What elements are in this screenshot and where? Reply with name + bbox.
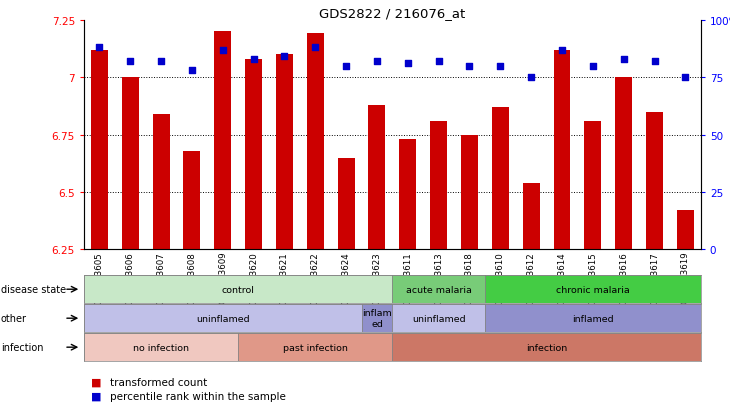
- Bar: [492, 108, 509, 250]
- Bar: [276, 55, 293, 250]
- Point: [494, 63, 506, 70]
- Bar: [122, 78, 139, 250]
- Point: [217, 47, 228, 54]
- Point: [618, 56, 629, 63]
- Text: uninflamed: uninflamed: [412, 314, 466, 323]
- Text: inflam
ed: inflam ed: [362, 309, 392, 328]
- Text: other: other: [1, 313, 27, 323]
- Point: [155, 59, 167, 65]
- Bar: [84, 275, 393, 304]
- Point: [402, 61, 414, 67]
- Bar: [84, 304, 361, 332]
- Point: [649, 59, 661, 65]
- Text: percentile rank within the sample: percentile rank within the sample: [110, 391, 285, 401]
- Bar: [461, 135, 478, 250]
- Bar: [523, 183, 539, 250]
- Point: [247, 56, 259, 63]
- Point: [371, 59, 383, 65]
- Bar: [430, 121, 447, 250]
- Bar: [183, 151, 200, 250]
- Text: ■: ■: [91, 377, 101, 387]
- Point: [433, 59, 445, 65]
- Bar: [585, 121, 602, 250]
- Point: [124, 59, 136, 65]
- Point: [93, 45, 105, 52]
- Text: ■: ■: [91, 391, 101, 401]
- Bar: [553, 50, 570, 250]
- Bar: [307, 34, 323, 250]
- Bar: [393, 304, 485, 332]
- Bar: [485, 275, 701, 304]
- Bar: [677, 211, 694, 250]
- Text: infection: infection: [526, 343, 567, 352]
- Bar: [615, 78, 632, 250]
- Bar: [153, 115, 169, 250]
- Point: [279, 54, 291, 61]
- Point: [186, 68, 198, 74]
- Point: [310, 45, 321, 52]
- Text: uninflamed: uninflamed: [196, 314, 250, 323]
- Bar: [393, 275, 485, 304]
- Bar: [361, 304, 393, 332]
- Bar: [646, 112, 663, 250]
- Text: acute malaria: acute malaria: [406, 285, 472, 294]
- Bar: [369, 105, 385, 250]
- Text: no infection: no infection: [133, 343, 189, 352]
- Text: past infection: past infection: [283, 343, 347, 352]
- Bar: [485, 304, 701, 332]
- Point: [556, 47, 568, 54]
- Title: GDS2822 / 216076_at: GDS2822 / 216076_at: [319, 7, 466, 19]
- Point: [340, 63, 352, 70]
- Bar: [238, 333, 393, 361]
- Text: inflamed: inflamed: [572, 314, 614, 323]
- Bar: [399, 140, 416, 250]
- Bar: [338, 158, 355, 250]
- Point: [587, 63, 599, 70]
- Point: [680, 75, 691, 81]
- Bar: [91, 50, 108, 250]
- Bar: [84, 333, 238, 361]
- Text: chronic malaria: chronic malaria: [556, 285, 630, 294]
- Bar: [393, 333, 701, 361]
- Text: transformed count: transformed count: [110, 377, 207, 387]
- Point: [464, 63, 475, 70]
- Point: [526, 75, 537, 81]
- Bar: [245, 59, 262, 250]
- Text: infection: infection: [1, 342, 43, 352]
- Text: disease state: disease state: [1, 285, 66, 294]
- Bar: [215, 32, 231, 250]
- Text: control: control: [222, 285, 255, 294]
